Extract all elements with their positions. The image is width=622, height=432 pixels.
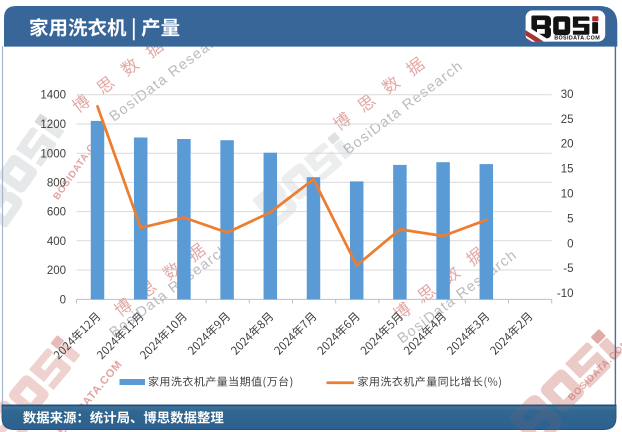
svg-text:10: 10: [561, 189, 574, 201]
svg-text:-10: -10: [557, 288, 574, 300]
svg-text:20: 20: [561, 139, 574, 151]
svg-text:0: 0: [567, 238, 573, 250]
svg-text:400: 400: [47, 236, 66, 248]
svg-text:BosiData Research: BosiData Research: [395, 247, 521, 347]
svg-text:BOSIDATA.COM: BOSIDATA.COM: [554, 36, 600, 42]
svg-text:1200: 1200: [40, 119, 66, 131]
svg-text:1400: 1400: [40, 90, 66, 102]
svg-text:BosiData Research: BosiData Research: [107, 241, 233, 341]
svg-text:1000: 1000: [40, 148, 66, 160]
svg-text:600: 600: [47, 207, 66, 219]
svg-text:25: 25: [561, 114, 574, 126]
svg-text:0: 0: [60, 294, 66, 306]
svg-text:BosiData Research: BosiData Research: [341, 58, 467, 158]
svg-text:800: 800: [47, 177, 66, 189]
svg-text:15: 15: [561, 164, 574, 176]
svg-text:-5: -5: [563, 263, 573, 275]
svg-text:30: 30: [561, 89, 574, 101]
svg-text:5: 5: [567, 213, 573, 225]
svg-text:200: 200: [47, 265, 66, 277]
